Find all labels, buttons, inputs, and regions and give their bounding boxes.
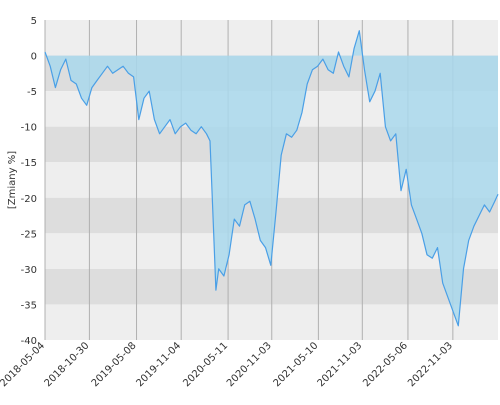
series-line (44, 30, 499, 327)
y-tick-label: -30 (21, 265, 37, 276)
series-area (45, 30, 498, 326)
y-tick-label: -20 (21, 194, 37, 205)
y-tick-label: 5 (31, 16, 37, 27)
x-tick-label: 2019-05-08 (90, 340, 139, 389)
x-tick-label: 2021-11-03 (316, 340, 365, 389)
y-tick-label: -5 (27, 87, 37, 98)
y-tick-label: -35 (21, 300, 37, 311)
y-tick-label: -10 (21, 123, 37, 134)
x-tick-label: 2020-05-11 (181, 340, 230, 389)
x-axis-ticks: 2018-05-042018-10-302019-05-082019-11-04… (0, 340, 455, 389)
y-axis-label: [Zmiany %] (7, 151, 18, 209)
x-tick-label: 2022-11-03 (406, 340, 455, 389)
y-tick-label: -15 (21, 158, 37, 169)
y-tick-label: 0 (31, 52, 37, 63)
x-tick-label: 2018-10-30 (43, 340, 92, 389)
y-tick-label: -25 (21, 229, 37, 240)
x-tick-label: 2020-11-03 (225, 340, 274, 389)
y-axis-ticks: 5 0 -5 -10 -15 -20 -25 -30 -35 -40 (21, 16, 37, 347)
x-tick-label: 2022-05-06 (361, 340, 410, 389)
y-tick-label: -40 (21, 336, 37, 347)
x-tick-label: 2018-05-04 (0, 340, 47, 389)
x-tick-label: 2019-11-04 (134, 340, 183, 389)
series-layer (44, 30, 499, 327)
x-tick-label: 2021-05-10 (272, 340, 321, 389)
